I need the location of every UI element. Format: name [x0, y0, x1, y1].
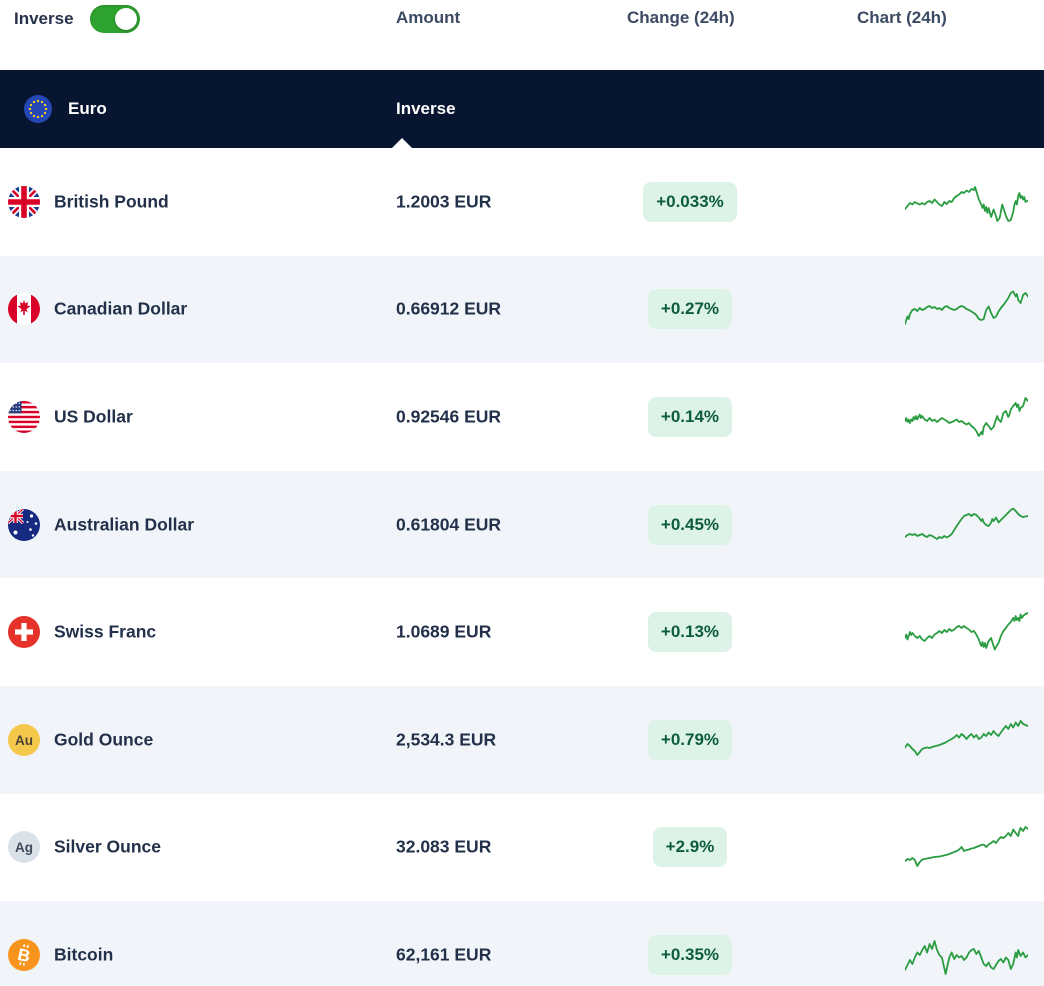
change-badge: +0.35% — [647, 934, 733, 975]
currency-name: Canadian Dollar — [54, 298, 188, 319]
rate-row[interactable]: Swiss Franc 1.0689 EUR +0.13% — [0, 578, 1044, 686]
amount-value: 62,161 EUR — [396, 944, 492, 965]
eu-flag-icon — [24, 95, 52, 123]
change-cell: +0.13% — [627, 612, 753, 653]
rate-row[interactable]: US Dollar 0.92546 EUR +0.14% — [0, 363, 1044, 471]
amount-value: 0.92546 EUR — [396, 406, 502, 427]
sparkline-chart — [905, 603, 1028, 661]
column-header-chart: Chart (24h) — [857, 8, 947, 27]
amount-value: 32.083 EUR — [396, 836, 492, 857]
us-flag-icon — [8, 400, 40, 433]
rate-row[interactable]: Canadian Dollar 0.66912 EUR +0.27% — [0, 255, 1044, 364]
change-badge: +0.27% — [647, 289, 733, 330]
sparkline-chart — [905, 173, 1028, 231]
amount-value: 2,534.3 EUR — [396, 729, 497, 750]
rate-row[interactable]: Australian Dollar 0.61804 EUR +0.45% — [0, 470, 1044, 579]
currency-name: Gold Ounce — [54, 729, 154, 750]
sparkline-chart — [905, 818, 1028, 876]
sparkline-chart — [905, 926, 1028, 984]
column-header-change: Change (24h) — [627, 8, 735, 27]
inverse-toggle-switch[interactable] — [89, 5, 140, 33]
svg-text:B: B — [16, 945, 32, 966]
change-cell: +0.45% — [627, 504, 753, 545]
currency-name: US Dollar — [54, 406, 133, 427]
rate-row[interactable]: Ag Silver Ounce 32.083 EUR +2.9% — [0, 793, 1044, 902]
bitcoin-icon: B — [8, 938, 40, 971]
change-cell: +0.14% — [627, 396, 753, 437]
toggle-knob — [114, 8, 137, 30]
inverse-toggle-label: Inverse — [14, 9, 74, 28]
rate-row[interactable]: British Pound 1.2003 EUR +0.033% — [0, 148, 1044, 256]
column-header-amount: Amount — [396, 8, 461, 27]
gold-au-icon: Au — [8, 723, 40, 756]
ca-flag-icon — [8, 293, 40, 326]
au-flag-icon — [8, 508, 40, 541]
currency-name: Silver Ounce — [54, 836, 161, 857]
selection-notch — [392, 138, 412, 148]
change-badge: +0.14% — [647, 396, 733, 437]
sparkline-chart — [905, 711, 1028, 769]
silver-ag-icon: Ag — [8, 831, 40, 864]
change-badge: +0.79% — [647, 719, 733, 760]
currency-name: British Pound — [54, 191, 169, 212]
sparkline-chart — [905, 388, 1028, 446]
base-currency-name: Euro — [68, 99, 107, 118]
amount-value: 1.2003 EUR — [396, 191, 492, 212]
change-badge: +2.9% — [652, 827, 728, 868]
base-inverse-label: Inverse — [396, 99, 456, 118]
gb-flag-icon — [8, 185, 40, 218]
change-badge: +0.45% — [647, 504, 733, 545]
rate-row[interactable]: B Bitcoin 62,161 EUR +0.35% — [0, 901, 1044, 986]
change-cell: +0.79% — [627, 719, 753, 760]
inverse-toggle-group: Inverse — [14, 5, 140, 33]
table-toolbar: Inverse Amount Change (24h) Chart (24h) — [0, 0, 1044, 70]
svg-text:Au: Au — [15, 733, 33, 748]
rates-table-body: British Pound 1.2003 EUR +0.033% Canadian D… — [0, 148, 1044, 986]
amount-value: 0.66912 EUR — [396, 298, 502, 319]
change-cell: +0.27% — [627, 289, 753, 330]
base-currency-row[interactable]: Euro Inverse — [0, 70, 1044, 148]
change-cell: +0.35% — [627, 934, 753, 975]
ch-flag-icon — [8, 616, 40, 649]
change-cell: +2.9% — [627, 827, 753, 868]
change-badge: +0.033% — [643, 181, 737, 222]
change-badge: +0.13% — [647, 612, 733, 653]
sparkline-chart — [905, 496, 1028, 554]
currency-name: Bitcoin — [54, 944, 114, 965]
currency-name: Swiss Franc — [54, 621, 157, 642]
change-cell: +0.033% — [627, 181, 753, 222]
rate-row[interactable]: Au Gold Ounce 2,534.3 EUR +0.79% — [0, 685, 1044, 794]
amount-value: 1.0689 EUR — [396, 621, 492, 642]
amount-value: 0.61804 EUR — [396, 514, 502, 535]
svg-text:Ag: Ag — [15, 840, 33, 855]
sparkline-chart — [905, 280, 1028, 338]
currency-name: Australian Dollar — [54, 514, 195, 535]
